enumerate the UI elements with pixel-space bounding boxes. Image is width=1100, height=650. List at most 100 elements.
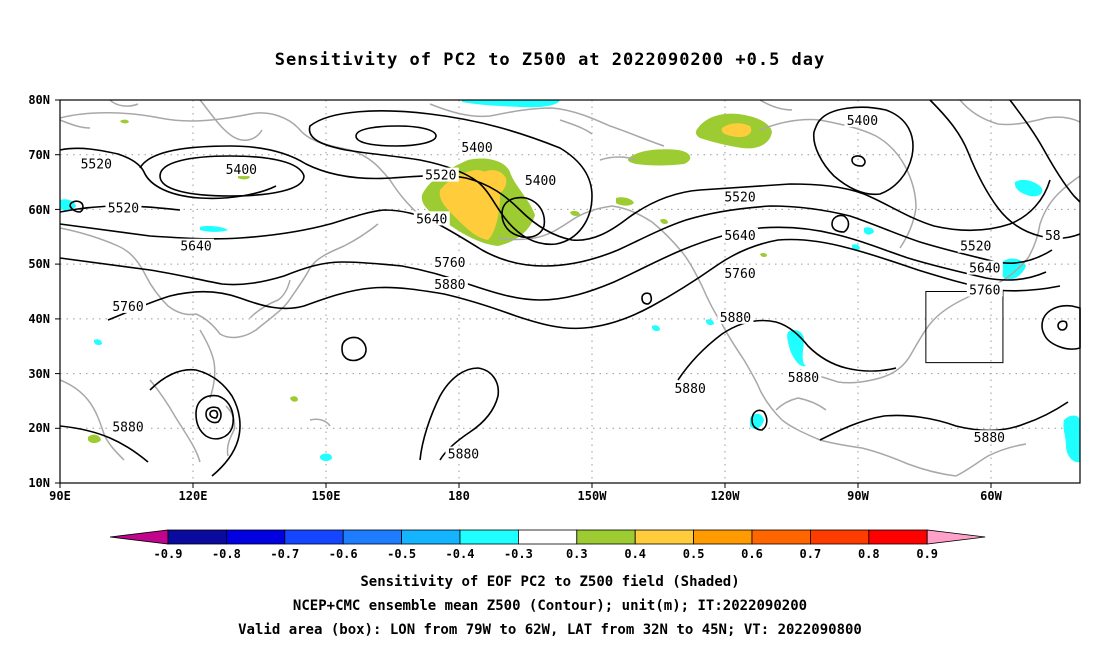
footer-line-3: Valid area (box): LON from 79W to 62W, L… (238, 622, 862, 638)
contour-label-bg (722, 189, 758, 204)
positive-patch-small6 (88, 434, 101, 443)
contour-label: 5520 (81, 158, 112, 173)
lat-label: 60N (28, 203, 50, 217)
colorbar-label: -0.4 (446, 547, 475, 561)
contour-label: 5880 (674, 382, 705, 397)
lat-label: 70N (28, 148, 50, 162)
negative-patch-3 (1014, 179, 1043, 197)
lat-label: 50N (28, 257, 50, 271)
chart-title: Sensitivity of PC2 to Z500 at 2022090200… (274, 50, 826, 70)
contour-small-1 (341, 336, 367, 362)
contour-5880-main (107, 238, 1061, 330)
colorbar-label: -0.6 (329, 547, 358, 561)
colorbar-label: 0.4 (624, 547, 646, 561)
contour-label-bg (413, 211, 450, 226)
colorbar-label: 0.5 (683, 547, 705, 561)
z500-contours (59, 99, 1081, 477)
contour-label-bg (957, 238, 994, 253)
contour-label: 5880 (434, 278, 465, 293)
contour-label-bg (717, 309, 754, 324)
graticule (60, 100, 1080, 483)
lon-label: 120W (711, 489, 741, 503)
lat-label: 80N (28, 93, 50, 107)
negative-patch-12 (706, 319, 714, 326)
negative-patch-10 (94, 339, 102, 346)
contour-label-bg (431, 255, 468, 270)
contour-label: 5640 (724, 229, 755, 244)
positive-patch-small7 (660, 219, 668, 224)
contour-5520-main (139, 145, 1051, 242)
contour-5400-inner (501, 196, 546, 239)
contour-5520-west (59, 147, 277, 200)
contour-small-9 (1057, 320, 1068, 331)
footer-line-1: Sensitivity of EOF PC2 to Z500 field (Sh… (360, 574, 740, 590)
contour-5880-south (419, 367, 500, 461)
contour-label: 5520 (108, 201, 139, 216)
contour-label-bg (422, 167, 459, 182)
contour-small-8 (1041, 304, 1081, 350)
colorbar-bin (693, 529, 753, 545)
colorbar: -0.9 -0.8 -0.7 -0.6 -0.5 -0.4 -0.3 0.3 0.4 0.5 0.6… (109, 529, 986, 561)
colorbar-bin (751, 529, 811, 545)
colorbar-label: -0.9 (154, 547, 183, 561)
contour-label: 5400 (525, 174, 556, 189)
contour-5400-small (851, 155, 866, 167)
contour-label: 5880 (112, 420, 143, 435)
contour-5880-pac (149, 368, 241, 477)
contour-label: 5880 (720, 311, 751, 326)
coastlines (59, 99, 1081, 477)
negative-patch-9 (320, 453, 332, 461)
contour-label-bg (522, 173, 559, 188)
colorbar-bin (342, 529, 403, 545)
contour-label-bg (966, 260, 1003, 275)
positive-patch-arctic-core (721, 123, 752, 138)
contour-5400-main (308, 110, 593, 246)
colorbar-label: 0.8 (858, 547, 880, 561)
valid-area-box (925, 291, 1004, 364)
contour-label-bg (105, 200, 142, 215)
contour-label: 5400 (847, 114, 878, 129)
positive-patch-small5 (290, 396, 298, 402)
colorbar-bin (225, 529, 286, 545)
contour-labels: 5520 5400 5520 5640 5760 5880 5400 5520 5640 5760… (78, 112, 1063, 463)
colorbar-bin (518, 529, 578, 545)
contour-label-bg (223, 162, 260, 177)
colorbar-bin (634, 529, 695, 545)
contour-5640-main (59, 205, 1053, 267)
contour-label: 5880 (974, 431, 1005, 446)
contour-label: 5520 (425, 169, 456, 184)
negative-patch-11 (652, 325, 660, 332)
lat-label: 10N (28, 476, 50, 490)
colorbar-label: -0.7 (270, 547, 299, 561)
contour-label: 5520 (724, 190, 755, 205)
colorbar-label: 0.7 (800, 547, 822, 561)
colorbar-bin (401, 529, 461, 545)
contour-small-2 (195, 394, 234, 440)
lon-label: 180 (448, 489, 470, 503)
negative-patch-13 (852, 244, 860, 251)
latitude-labels: 80N 70N 60N 50N 40N 30N 20N 10N (28, 93, 50, 490)
negative-patch-2 (200, 226, 228, 232)
colorbar-label: -0.3 (504, 547, 533, 561)
colorbar-label: -0.8 (212, 547, 241, 561)
contour-small-4 (209, 409, 219, 419)
lat-label: 40N (28, 312, 50, 326)
colorbar-above-triangle (926, 529, 986, 545)
footer-line-2: NCEP+CMC ensemble mean Z500 (Contour); u… (292, 598, 808, 614)
lon-label: 150W (578, 489, 608, 503)
positive-patch-small8 (760, 252, 767, 258)
colorbar-label: 0.6 (741, 547, 763, 561)
colorbar-below-triangle (109, 529, 169, 545)
contour-small-7 (831, 214, 850, 233)
contour-label-bg (110, 298, 146, 313)
contour-east-north2 (1009, 99, 1081, 203)
contour-5880-tp (59, 425, 149, 463)
lon-label: 120E (179, 489, 208, 503)
contour-label-bg (431, 277, 468, 292)
contour-label-bg (110, 419, 146, 434)
longitude-labels: 90E 120E 150E 180 150W 120W 90W 60W (49, 489, 1002, 503)
contour-label-bg (672, 380, 709, 395)
contour-label: 5400 (226, 163, 257, 178)
contour-label: 5520 (960, 240, 991, 255)
